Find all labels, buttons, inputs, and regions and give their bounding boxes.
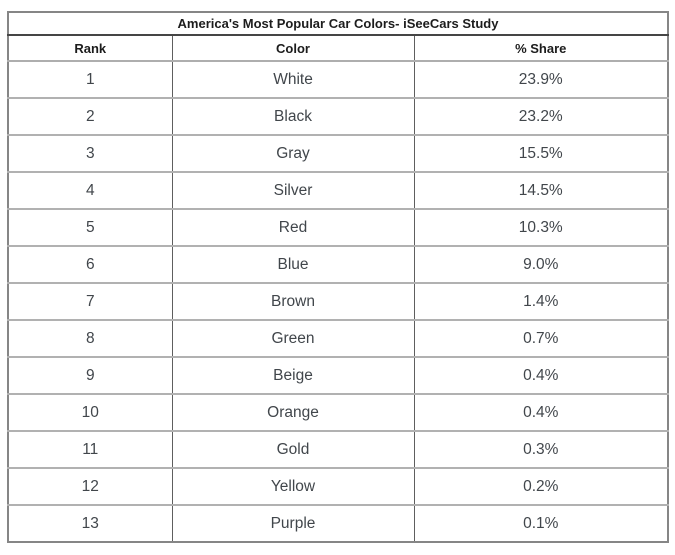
color-cell: Black	[171, 97, 414, 135]
rank-cell: 2	[8, 97, 172, 135]
color-cell: Purple	[171, 504, 414, 542]
car-colors-table: America's Most Popular Car Colors- iSeeC…	[7, 11, 669, 543]
share-cell: 0.4%	[413, 393, 668, 431]
table-row: 7 Brown 1.4%	[8, 282, 668, 320]
table-row: 2 Black 23.2%	[8, 97, 668, 135]
share-cell: 23.9%	[413, 60, 668, 98]
share-cell: 1.4%	[413, 282, 668, 320]
table-title: America's Most Popular Car Colors- iSeeC…	[8, 12, 668, 36]
color-cell: Red	[171, 208, 414, 246]
share-cell: 23.2%	[413, 97, 668, 135]
rank-cell: 7	[8, 282, 172, 320]
color-cell: Beige	[171, 356, 414, 394]
rank-cell: 5	[8, 208, 172, 246]
rank-cell: 3	[8, 134, 172, 172]
table-row: 3 Gray 15.5%	[8, 134, 668, 172]
rank-cell: 13	[8, 504, 172, 542]
color-cell: Brown	[171, 282, 414, 320]
share-cell: 9.0%	[413, 245, 668, 283]
column-header-rank: Rank	[8, 35, 172, 62]
rank-cell: 11	[8, 430, 172, 468]
color-cell: Blue	[171, 245, 414, 283]
share-cell: 15.5%	[413, 134, 668, 172]
table-header-row: Rank Color % Share	[8, 35, 668, 62]
table-row: 6 Blue 9.0%	[8, 245, 668, 283]
car-colors-table-container: America's Most Popular Car Colors- iSeeC…	[7, 11, 669, 543]
table-row: 11 Gold 0.3%	[8, 430, 668, 468]
rank-cell: 12	[8, 467, 172, 505]
table-row: 5 Red 10.3%	[8, 208, 668, 246]
column-header-share: % Share	[413, 35, 668, 62]
table-row: 10 Orange 0.4%	[8, 393, 668, 431]
table-row: 9 Beige 0.4%	[8, 356, 668, 394]
rank-cell: 8	[8, 319, 172, 357]
rank-cell: 1	[8, 60, 172, 98]
color-cell: Green	[171, 319, 414, 357]
share-cell: 0.3%	[413, 430, 668, 468]
color-cell: Orange	[171, 393, 414, 431]
share-cell: 14.5%	[413, 171, 668, 209]
table-row: 8 Green 0.7%	[8, 319, 668, 357]
color-cell: White	[171, 60, 414, 98]
rank-cell: 10	[8, 393, 172, 431]
rank-cell: 4	[8, 171, 172, 209]
table-row: 12 Yellow 0.2%	[8, 467, 668, 505]
color-cell: Silver	[171, 171, 414, 209]
color-cell: Yellow	[171, 467, 414, 505]
color-cell: Gray	[171, 134, 414, 172]
share-cell: 0.1%	[413, 504, 668, 542]
column-header-color: Color	[171, 35, 414, 62]
table-row: 4 Silver 14.5%	[8, 171, 668, 209]
table-title-row: America's Most Popular Car Colors- iSeeC…	[8, 12, 668, 36]
rank-cell: 6	[8, 245, 172, 283]
share-cell: 0.2%	[413, 467, 668, 505]
share-cell: 0.4%	[413, 356, 668, 394]
share-cell: 0.7%	[413, 319, 668, 357]
rank-cell: 9	[8, 356, 172, 394]
table-row: 13 Purple 0.1%	[8, 504, 668, 542]
table-row: 1 White 23.9%	[8, 60, 668, 98]
color-cell: Gold	[171, 430, 414, 468]
share-cell: 10.3%	[413, 208, 668, 246]
